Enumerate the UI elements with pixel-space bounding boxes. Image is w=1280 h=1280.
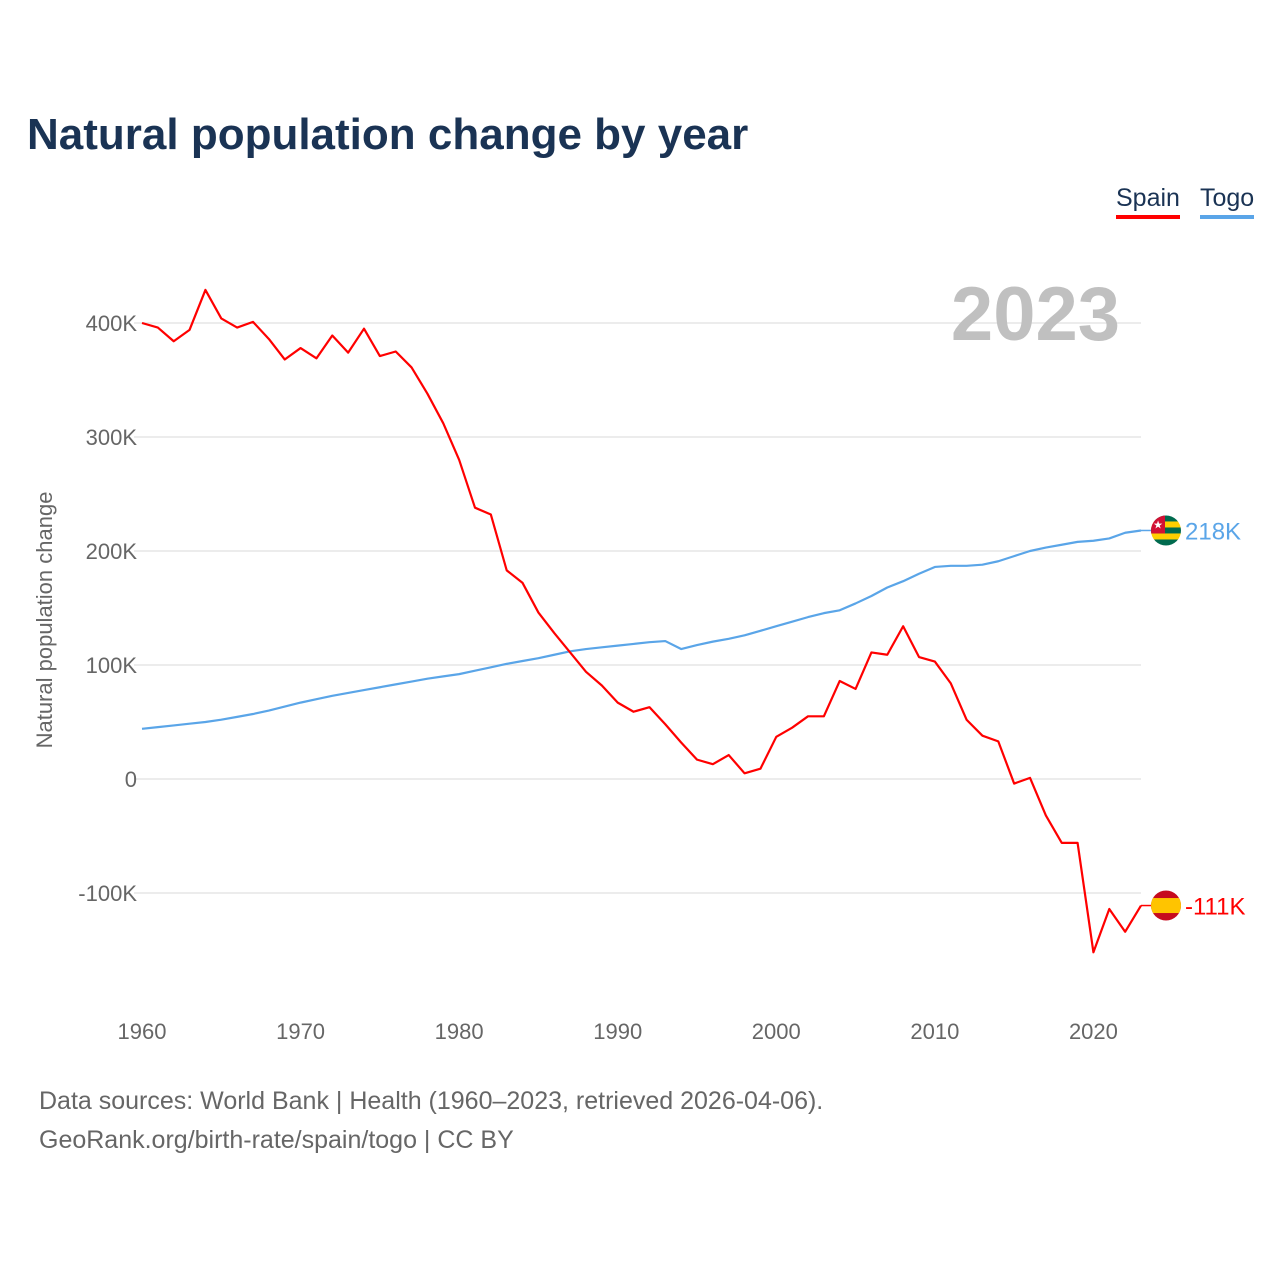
- chart-title: Natural population change by year: [27, 110, 749, 159]
- series-line-spain: [141, 288, 1142, 954]
- x-tick-label: 1980: [435, 1019, 484, 1044]
- year-watermark: 2023: [951, 272, 1120, 357]
- legend-spain[interactable]: Spain: [1116, 184, 1180, 219]
- y-tick-label: 300K: [86, 425, 138, 450]
- y-tick-label: 0: [125, 767, 137, 792]
- svg-text:★: ★: [1153, 519, 1163, 531]
- togo-flag-icon: ★: [1151, 515, 1181, 546]
- footer-sources: Data sources: World Bank | Health (1960–…: [39, 1087, 824, 1115]
- y-tick-label: -100K: [78, 881, 137, 906]
- legend-togo[interactable]: Togo: [1200, 184, 1255, 219]
- end-value-label: 218K: [1185, 518, 1241, 545]
- x-tick-label: 2000: [752, 1019, 801, 1044]
- y-tick-label: 400K: [86, 311, 138, 336]
- x-tick-label: 1990: [593, 1019, 642, 1044]
- y-tick-label: 100K: [86, 653, 138, 678]
- spain-flag-icon: [1151, 890, 1181, 921]
- x-tick-label: 1960: [118, 1019, 167, 1044]
- footer-credit: GeoRank.org/birth-rate/spain/togo | CC B…: [39, 1126, 514, 1154]
- x-tick-label: 2020: [1069, 1019, 1118, 1044]
- x-tick-label: 1970: [276, 1019, 325, 1044]
- y-axis-label: Natural population change: [32, 492, 57, 749]
- series-line-togo: [141, 529, 1142, 730]
- end-value-label: -111K: [1185, 894, 1245, 921]
- x-tick-label: 2010: [910, 1019, 959, 1044]
- y-tick-label: 200K: [86, 539, 138, 564]
